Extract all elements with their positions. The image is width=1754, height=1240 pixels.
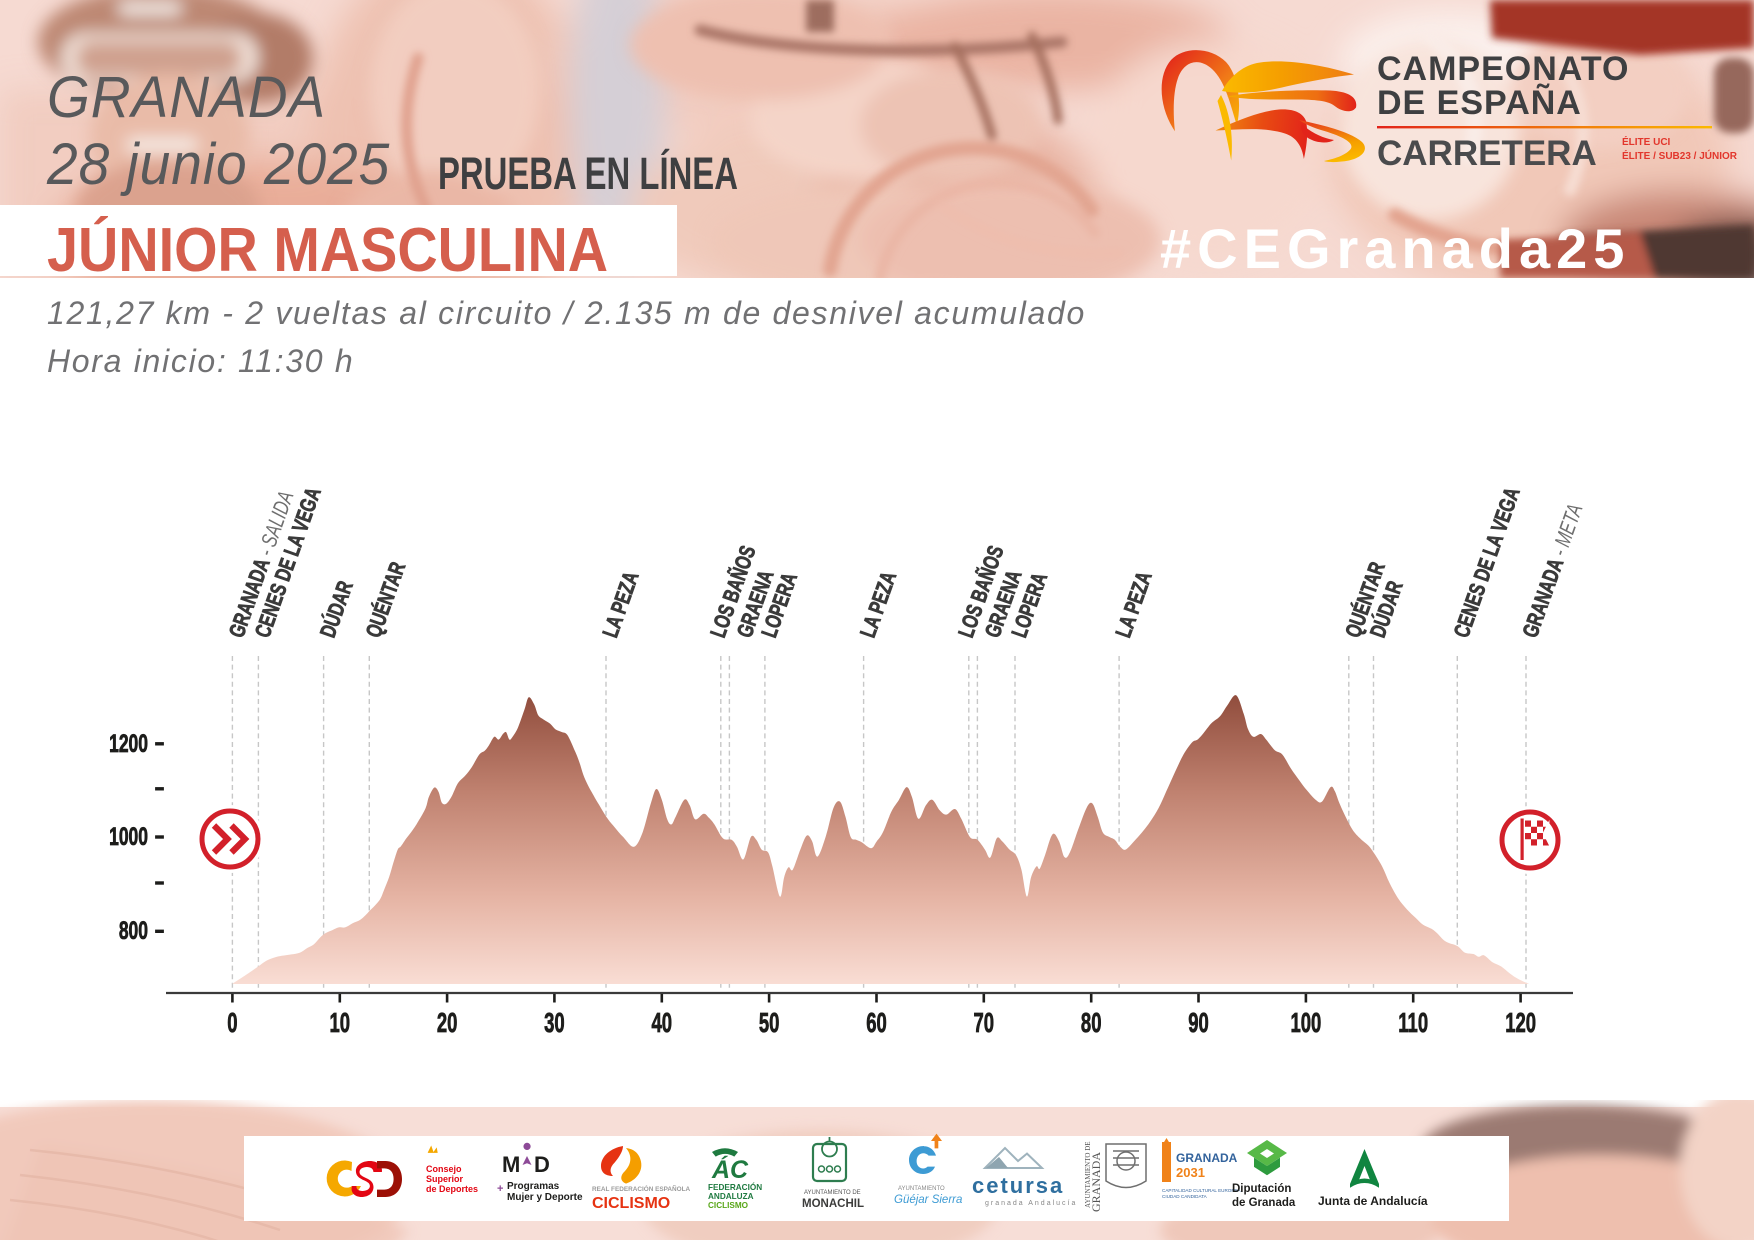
- svg-text:120: 120: [1505, 1008, 1536, 1039]
- svg-text:Programas: Programas: [507, 1181, 560, 1192]
- svg-text:50: 50: [759, 1008, 780, 1039]
- svg-text:AYUNTAMIENTO DE: AYUNTAMIENTO DE: [804, 1190, 861, 1196]
- svg-text:de Granada: de Granada: [1232, 1197, 1296, 1209]
- svg-text:CARRETERA: CARRETERA: [1377, 134, 1597, 173]
- svg-text:CICLISMO: CICLISMO: [592, 1195, 670, 1212]
- svg-text:ÉLITE UCI: ÉLITE UCI: [1622, 135, 1671, 148]
- svg-text:QUÉNTAR: QUÉNTAR: [361, 559, 411, 641]
- svg-text:0: 0: [227, 1008, 237, 1039]
- svg-text:CAMPEONATO: CAMPEONATO: [1377, 50, 1629, 88]
- svg-text:90: 90: [1188, 1008, 1209, 1039]
- svg-text:ÁC: ÁC: [711, 1155, 749, 1184]
- svg-text:Mujer y Deporte: Mujer y Deporte: [507, 1192, 583, 1203]
- svg-text:CICLISMO: CICLISMO: [708, 1201, 749, 1210]
- svg-text:ÉLITE / SUB23 / JÚNIOR: ÉLITE / SUB23 / JÚNIOR: [1622, 149, 1738, 162]
- svg-text:M: M: [502, 1152, 520, 1177]
- svg-text:Superior: Superior: [426, 1174, 464, 1184]
- svg-text:Consejo: Consejo: [426, 1164, 462, 1174]
- svg-text:GRANADA: GRANADA: [1176, 1151, 1238, 1165]
- svg-text:800: 800: [119, 916, 148, 945]
- svg-text:AYUNTAMIENTO DE: AYUNTAMIENTO DE: [1084, 1141, 1092, 1208]
- svg-text:110: 110: [1398, 1008, 1428, 1039]
- svg-text:100: 100: [1290, 1008, 1321, 1039]
- svg-text:cetursa: cetursa: [972, 1173, 1064, 1198]
- svg-text:CIUDAD CANDIDATA: CIUDAD CANDIDATA: [1162, 1194, 1208, 1199]
- svg-text:30: 30: [544, 1008, 565, 1039]
- svg-text:LA PEZA: LA PEZA: [599, 569, 644, 641]
- svg-text:1000: 1000: [109, 822, 148, 851]
- svg-text:Güéjar Sierra: Güéjar Sierra: [894, 1194, 962, 1206]
- svg-text:Diputación: Diputación: [1232, 1183, 1291, 1195]
- svg-text:2031: 2031: [1176, 1165, 1205, 1180]
- svg-text:70: 70: [974, 1008, 995, 1039]
- svg-text:FEDERACIÓN: FEDERACIÓN: [708, 1181, 762, 1192]
- svg-text:80: 80: [1081, 1008, 1102, 1039]
- svg-text:D: D: [534, 1152, 550, 1177]
- svg-text:LA PEZA: LA PEZA: [857, 569, 902, 641]
- svg-text:1200: 1200: [109, 729, 148, 758]
- svg-text:de Deportes: de Deportes: [426, 1184, 478, 1194]
- svg-text:+: +: [497, 1183, 503, 1195]
- svg-text:60: 60: [866, 1008, 887, 1039]
- svg-text:granada Andalucía: granada Andalucía: [985, 1200, 1077, 1207]
- svg-text:CAPITALIDAD CULTURAL EUROPEA: CAPITALIDAD CULTURAL EUROPEA: [1162, 1188, 1241, 1193]
- svg-text:ANDALUZA: ANDALUZA: [708, 1192, 754, 1201]
- svg-text:GRANADA - META: GRANADA - META: [1519, 501, 1588, 641]
- svg-text:REAL FEDERACIÓN ESPAÑOLA: REAL FEDERACIÓN ESPAÑOLA: [592, 1184, 690, 1193]
- svg-text:CENES DE LA VEGA: CENES DE LA VEGA: [1450, 485, 1525, 641]
- svg-text:MONACHIL: MONACHIL: [802, 1198, 864, 1210]
- svg-text:DÚDAR: DÚDAR: [315, 578, 358, 641]
- svg-text:40: 40: [652, 1008, 673, 1039]
- svg-text:LA PEZA: LA PEZA: [1112, 569, 1157, 641]
- svg-text:DE ESPAÑA: DE ESPAÑA: [1377, 84, 1582, 122]
- svg-text:AYUNTAMIENTO: AYUNTAMIENTO: [898, 1186, 945, 1192]
- svg-text:Junta de Andalucía: Junta de Andalucía: [1318, 1194, 1428, 1208]
- svg-text:10: 10: [330, 1008, 351, 1039]
- svg-text:20: 20: [437, 1008, 458, 1039]
- svg-text:GRANADA: GRANADA: [1089, 1152, 1103, 1212]
